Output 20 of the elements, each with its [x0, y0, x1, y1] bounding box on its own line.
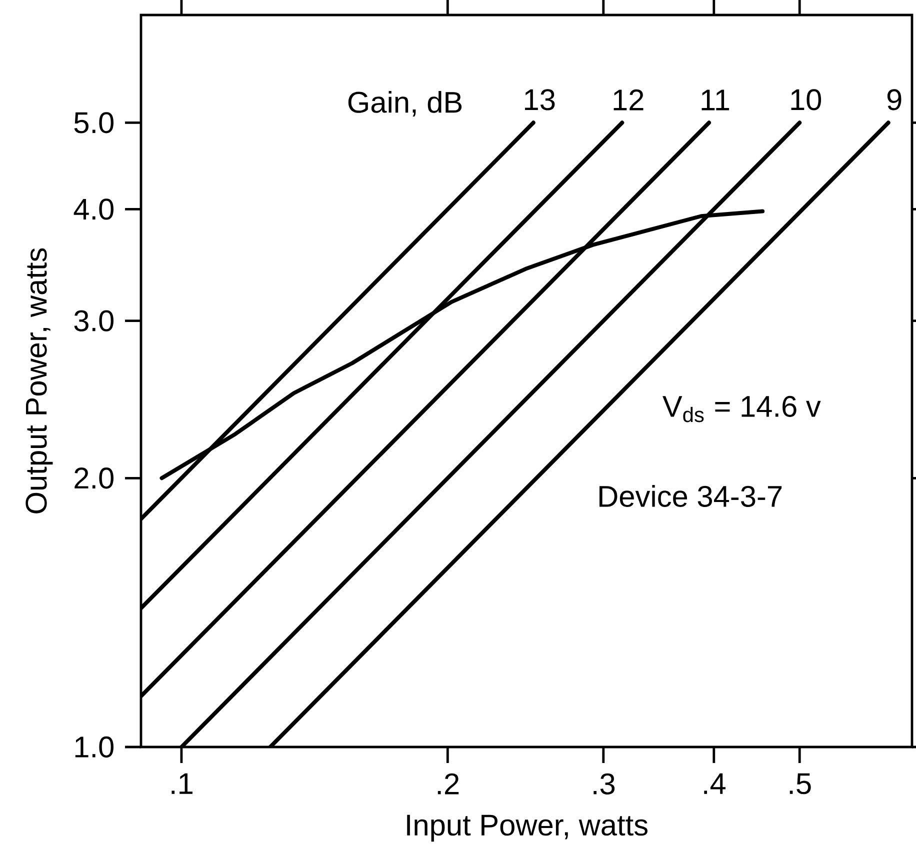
- annotation: Device 34-3-7: [600, 485, 782, 507]
- y-tick-label: 4.0: [74, 198, 114, 220]
- x-axis-title: Input Power, watts: [407, 814, 648, 842]
- x-tick-label: .4: [704, 773, 726, 794]
- annotation: V$_{ds}$ = 14.6 v: [662, 396, 821, 422]
- x-tick-label: .2: [438, 773, 459, 794]
- x-tick-label: .3: [594, 773, 615, 794]
- y-tick-label: 2.0: [74, 468, 114, 489]
- y-axis-title: Output Power, watts: [26, 248, 53, 514]
- y-tick-label: 1.0: [75, 736, 114, 758]
- annotation: Gain, dB: [348, 91, 462, 116]
- series-label: 10: [791, 89, 822, 110]
- y-tick-label: 5.0: [74, 112, 114, 134]
- x-tick-label: .5: [790, 773, 811, 794]
- x-tick-label: .1: [172, 773, 192, 794]
- series-label: 13: [525, 89, 555, 110]
- series-label: 12: [614, 89, 644, 110]
- y-tick-label: 3.0: [74, 310, 114, 332]
- series-label: 11: [702, 90, 730, 110]
- series-label: 9: [887, 89, 902, 110]
